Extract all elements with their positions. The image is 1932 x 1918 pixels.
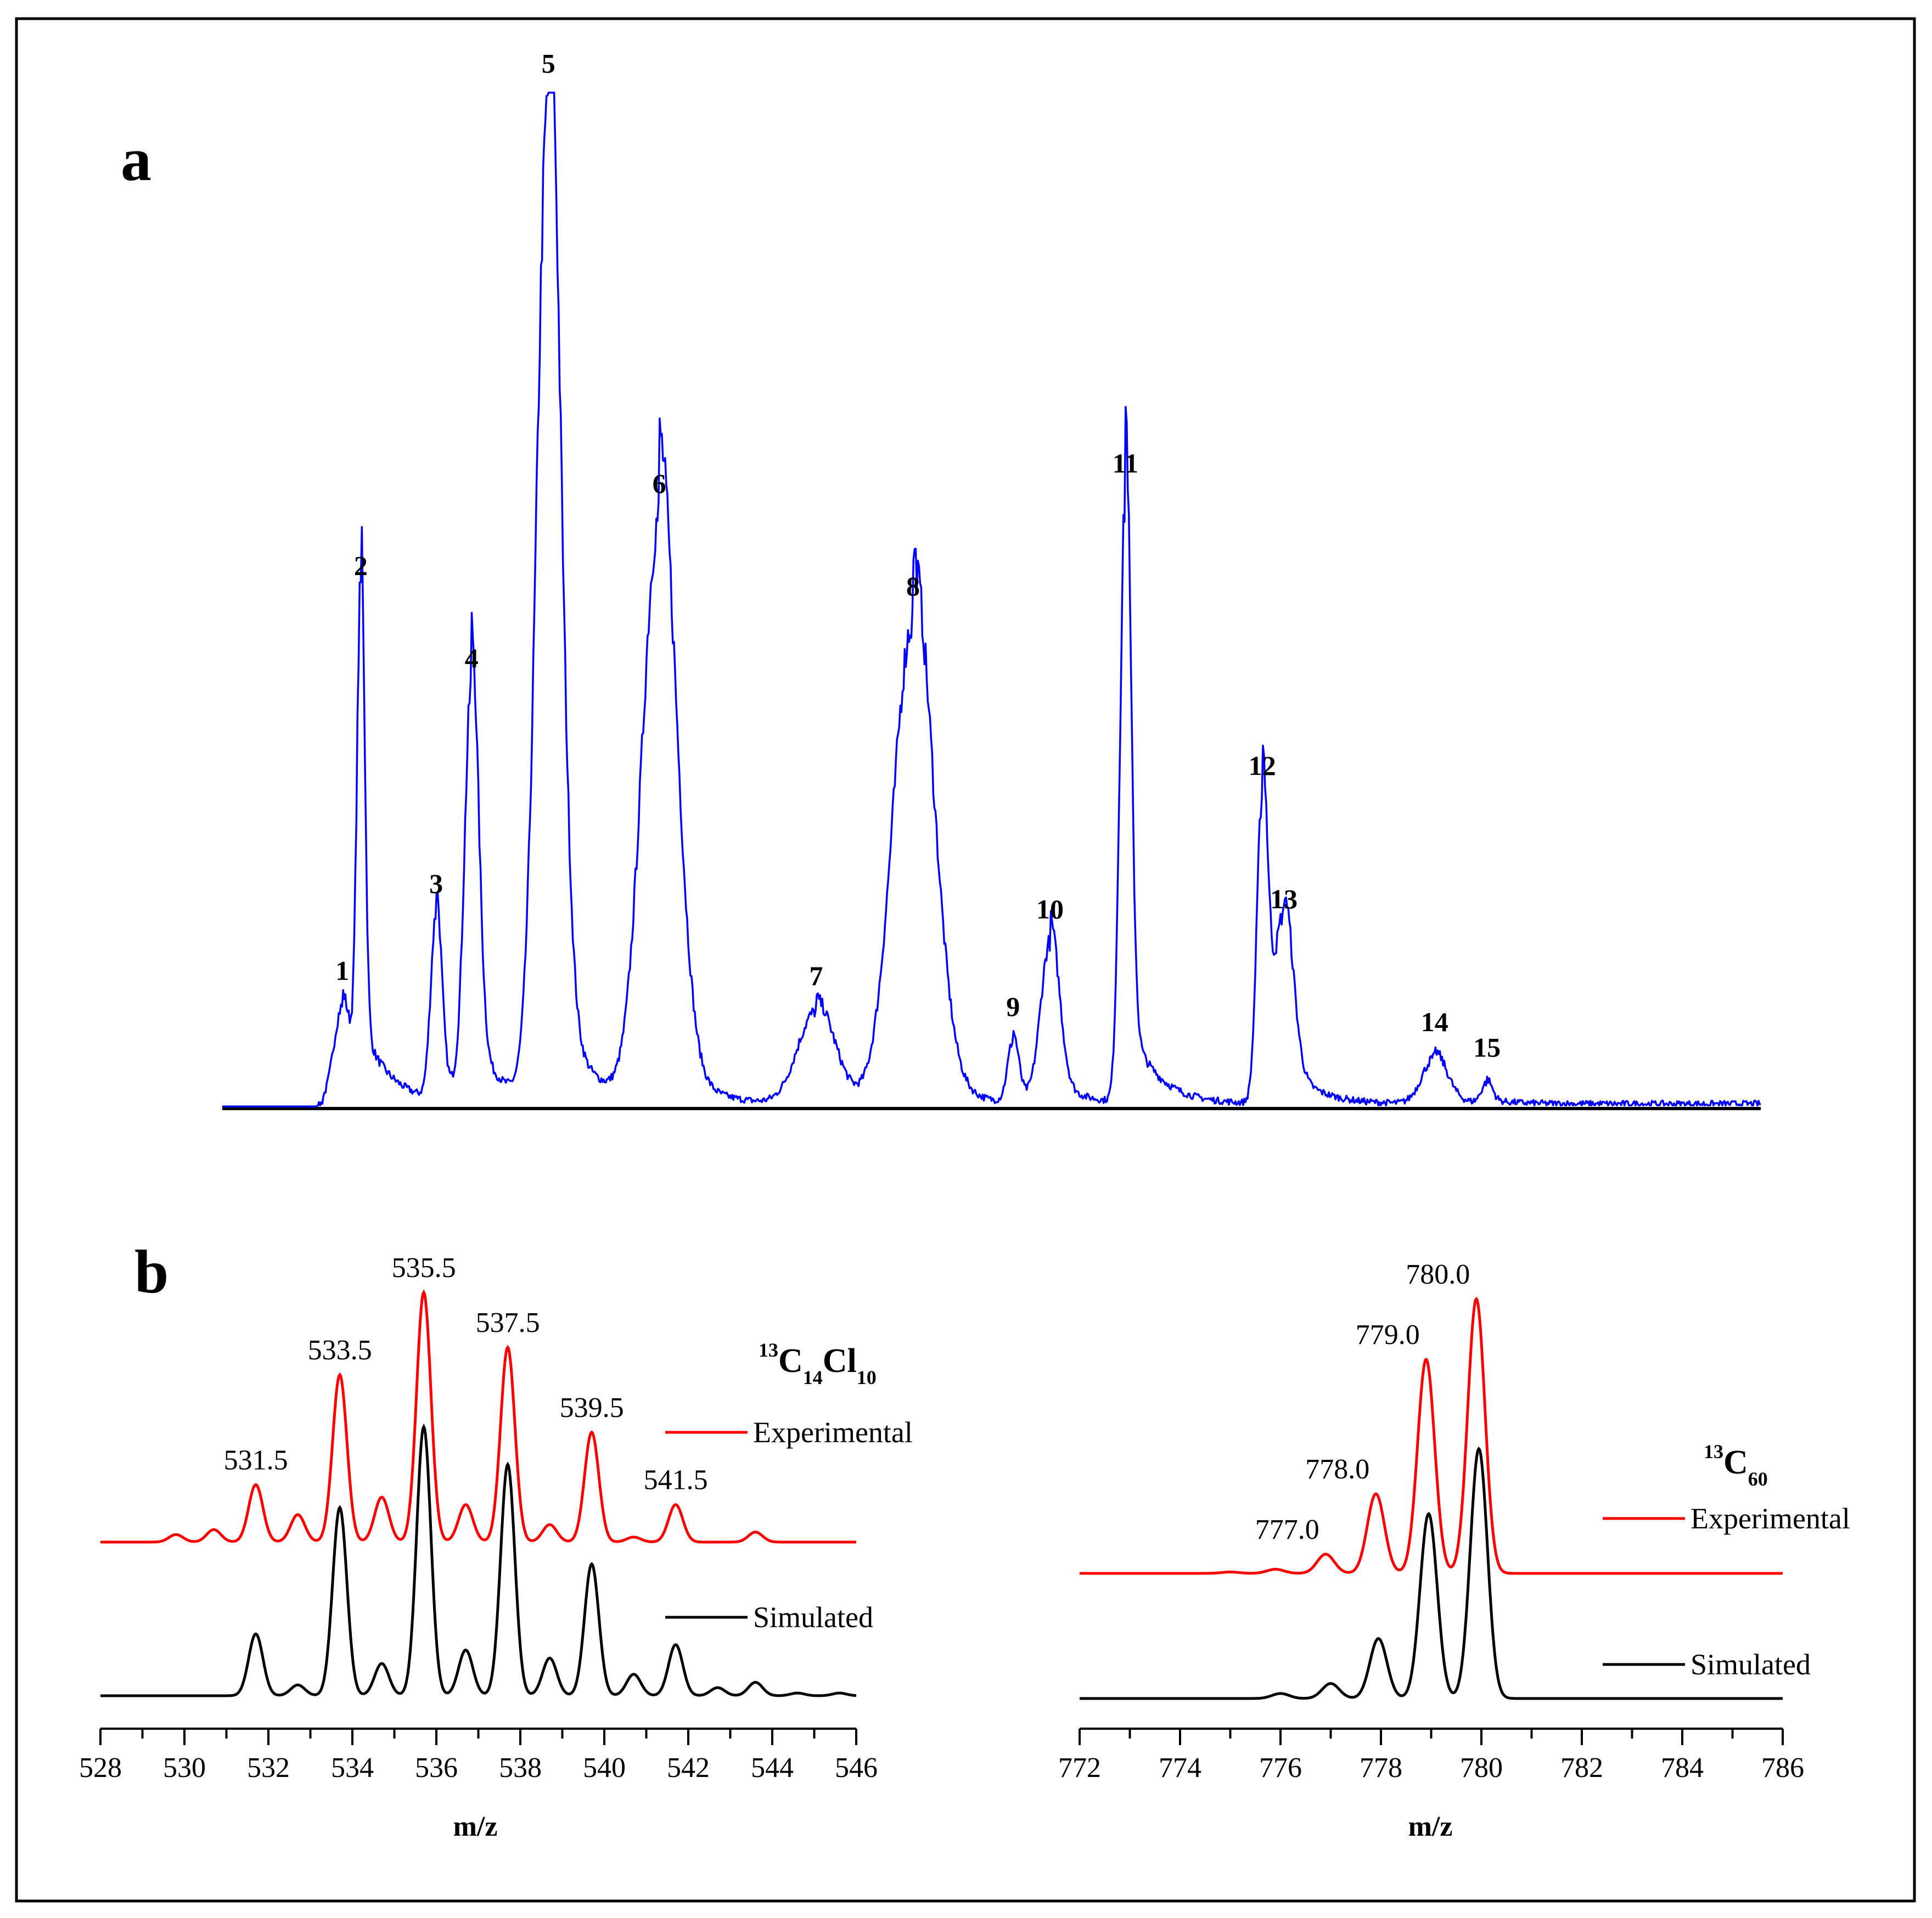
- x-tick-label: 778: [1360, 1752, 1402, 1784]
- x-tick-label: 542: [667, 1752, 710, 1784]
- formula-element: C: [1723, 1444, 1748, 1481]
- x-axis: 528 530 532 534 536 538 540 542 544 546: [79, 1728, 878, 1784]
- mz-annotation: 541.5: [644, 1465, 708, 1496]
- panel-b-letter: b: [134, 1238, 169, 1306]
- formula-count: 10: [857, 1366, 877, 1388]
- formula-element: Cl: [823, 1342, 857, 1380]
- mz-annotation: 780.0: [1406, 1259, 1470, 1290]
- mz-annotation: 539.5: [560, 1392, 624, 1424]
- x-tick-label: 544: [751, 1752, 794, 1784]
- simulated-trace: [100, 1423, 857, 1697]
- x-tick-label: 776: [1259, 1752, 1302, 1784]
- peak-label-2: 2: [354, 550, 368, 581]
- x-tick-label: 534: [331, 1752, 374, 1784]
- figure-border: [15, 17, 1916, 1903]
- legend-label-simulated: Simulated: [753, 1601, 873, 1634]
- x-tick-label: 540: [583, 1752, 626, 1784]
- x-tick-label: 782: [1560, 1752, 1603, 1784]
- peak-label-5: 5: [542, 48, 555, 78]
- formula-count: 14: [803, 1366, 823, 1388]
- x-tick-label: 546: [835, 1752, 878, 1784]
- peak-label-8: 8: [906, 571, 920, 601]
- x-tick-label: 530: [163, 1752, 206, 1784]
- x-tick-label: 532: [247, 1752, 290, 1784]
- peak-label-13: 13: [1270, 884, 1298, 914]
- x-tick-label: 536: [415, 1752, 458, 1784]
- formula-element: C: [778, 1342, 803, 1380]
- x-tick-label: 772: [1058, 1752, 1101, 1784]
- x-tick-label: 538: [499, 1752, 542, 1784]
- experimental-trace: [1080, 1296, 1783, 1575]
- mz-annotation: 537.5: [476, 1307, 540, 1338]
- formula-isotope: 13: [1704, 1441, 1723, 1463]
- peak-label-3: 3: [429, 868, 443, 899]
- peak-label-1: 1: [335, 955, 349, 986]
- simulated-trace: [1080, 1446, 1783, 1700]
- mz-annotation: 779.0: [1356, 1319, 1420, 1351]
- peak-label-14: 14: [1421, 1006, 1448, 1037]
- x-tick-label: 774: [1159, 1752, 1201, 1784]
- x-tick-label: 784: [1661, 1752, 1704, 1784]
- x-tick-label: 780: [1460, 1752, 1503, 1784]
- legend-label-experimental: Experimental: [753, 1416, 913, 1449]
- mz-annotation: 777.0: [1255, 1514, 1319, 1545]
- legend: Experimental Simulated: [665, 1416, 913, 1634]
- legend: Experimental Simulated: [1603, 1502, 1850, 1681]
- experimental-trace: [100, 1289, 856, 1544]
- x-axis: 772 774 776 778 780 782 784 786: [1058, 1728, 1804, 1784]
- peak-label-9: 9: [1006, 991, 1020, 1022]
- x-axis-title: m/z: [1408, 1811, 1453, 1842]
- peak-label-10: 10: [1036, 894, 1064, 925]
- formula-label: 13C14Cl10: [759, 1339, 877, 1388]
- peak-label-6: 6: [653, 468, 666, 499]
- peak-annotations: 777.0 778.0 779.0 780.0: [1255, 1259, 1470, 1545]
- x-tick-label: 528: [79, 1752, 122, 1784]
- peak-label-12: 12: [1249, 750, 1276, 781]
- peak-label-11: 11: [1113, 448, 1138, 479]
- peak-annotations: 531.5 533.5 535.5 537.5 539.5 541.5: [224, 1252, 708, 1496]
- x-tick-label: 786: [1761, 1752, 1804, 1784]
- mz-annotation: 778.0: [1305, 1454, 1369, 1485]
- legend-label-experimental: Experimental: [1690, 1502, 1850, 1535]
- panel-a-letter: a: [121, 126, 151, 194]
- mz-annotation: 533.5: [308, 1335, 372, 1366]
- peak-label-4: 4: [465, 643, 479, 673]
- peak-label-15: 15: [1473, 1032, 1501, 1063]
- mz-annotation: 535.5: [392, 1252, 456, 1284]
- spectrum-trace: [222, 91, 1761, 1107]
- peak-label-7: 7: [810, 960, 823, 991]
- formula-count: 60: [1748, 1468, 1768, 1490]
- x-axis-title: m/z: [453, 1811, 498, 1842]
- formula-label: 13C60: [1704, 1441, 1768, 1490]
- panel-b-left-chart: 531.5 533.5 535.5 537.5 539.5 541.5 528 530 532…: [79, 1252, 913, 1842]
- mz-annotation: 531.5: [224, 1444, 288, 1476]
- formula-isotope: 13: [759, 1339, 778, 1361]
- legend-label-simulated: Simulated: [1690, 1648, 1811, 1681]
